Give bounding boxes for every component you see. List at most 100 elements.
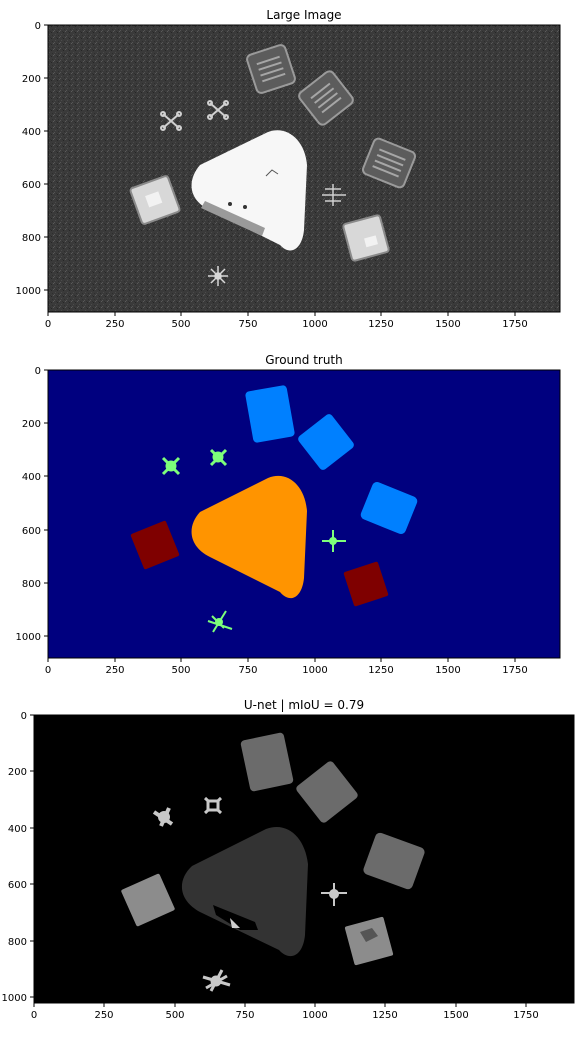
x-axis: 0 250 500 750 1000 1250 1500 1750 (45, 658, 528, 676)
svg-text:600: 600 (8, 880, 27, 891)
svg-text:400: 400 (22, 127, 41, 138)
svg-text:750: 750 (238, 665, 257, 676)
svg-text:250: 250 (105, 319, 124, 330)
y-tick: 600 (8, 880, 34, 891)
y-tick: 400 (8, 824, 34, 835)
y-tick: 0 (35, 366, 48, 377)
x-tick: 750 (238, 312, 258, 330)
x-tick: 1500 (443, 1003, 469, 1021)
ammo-box-mask (360, 481, 418, 535)
x-tick: 0 (45, 312, 51, 330)
y-tick: 400 (22, 127, 48, 138)
svg-text:1750: 1750 (502, 665, 527, 676)
x-tick: 500 (171, 312, 191, 330)
svg-text:600: 600 (22, 180, 41, 191)
drone-pred (321, 883, 347, 906)
case (342, 214, 390, 262)
svg-text:1000: 1000 (16, 632, 41, 643)
panel-title: Large Image (266, 8, 341, 22)
svg-text:500: 500 (171, 665, 190, 676)
drone-pred (202, 969, 231, 992)
svg-text:750: 750 (238, 319, 257, 330)
ammo-box (298, 70, 354, 126)
axes-frame (47, 369, 561, 659)
svg-text:1000: 1000 (2, 993, 27, 1004)
panel-ground-truth: Ground truth (16, 353, 561, 676)
svg-text:1750: 1750 (513, 1010, 538, 1021)
case (129, 175, 181, 225)
drone-mask (322, 530, 346, 552)
x-tick: 1500 (435, 658, 461, 676)
x-tick: 500 (165, 1003, 185, 1021)
svg-text:200: 200 (8, 767, 27, 778)
y-tick: 800 (22, 579, 48, 590)
svg-text:1250: 1250 (368, 665, 393, 676)
y-tick: 200 (22, 74, 48, 85)
x-tick: 1750 (502, 312, 528, 330)
case-mask (130, 520, 180, 570)
drone-mask (207, 610, 233, 633)
ammo-box-pred (240, 732, 294, 792)
drone (322, 184, 346, 206)
panel-unet-prediction: U-net | mIoU = 0.79 (2, 698, 575, 1021)
image-content (48, 370, 560, 658)
svg-text:1250: 1250 (368, 319, 393, 330)
svg-text:600: 600 (22, 526, 41, 537)
case-pred (344, 916, 394, 966)
x-tick: 750 (238, 658, 258, 676)
case-pred (121, 873, 175, 927)
x-tick: 1000 (302, 312, 328, 330)
ammo-box (361, 137, 417, 189)
x-tick: 1750 (502, 658, 528, 676)
svg-text:200: 200 (22, 74, 41, 85)
drone (160, 111, 182, 131)
x-tick: 0 (45, 658, 51, 676)
ammo-box-mask (245, 385, 295, 443)
panel-title: Ground truth (265, 353, 343, 367)
panel-large-image: Large Image (16, 8, 561, 330)
y-tick: 1000 (2, 993, 34, 1004)
svg-text:800: 800 (22, 579, 41, 590)
y-axis: 0 200 400 600 800 1000 (2, 711, 34, 1004)
x-tick: 1250 (372, 1003, 398, 1021)
ammo-box-pred (296, 761, 358, 823)
svg-text:0: 0 (35, 21, 41, 32)
svg-text:500: 500 (171, 319, 190, 330)
svg-text:1250: 1250 (372, 1010, 397, 1021)
svg-text:1000: 1000 (302, 665, 327, 676)
svg-text:250: 250 (105, 665, 124, 676)
case-mask (343, 561, 389, 607)
svg-text:750: 750 (235, 1010, 254, 1021)
y-axis: 0 200 400 600 800 1000 (16, 21, 48, 297)
y-tick: 800 (8, 937, 34, 948)
drone-mask (209, 448, 228, 467)
x-tick: 1000 (302, 658, 328, 676)
x-tick: 1000 (302, 1003, 328, 1021)
drone-pred (152, 807, 174, 827)
svg-text:0: 0 (45, 665, 51, 676)
svg-text:0: 0 (35, 366, 41, 377)
y-tick: 800 (22, 233, 48, 244)
svg-text:0: 0 (31, 1010, 37, 1021)
svg-text:500: 500 (165, 1010, 184, 1021)
svg-text:0: 0 (45, 319, 51, 330)
y-tick: 400 (22, 472, 48, 483)
y-tick: 0 (21, 711, 34, 722)
image-content (48, 25, 560, 312)
y-tick: 200 (22, 419, 48, 430)
y-tick: 1000 (16, 286, 48, 297)
x-tick: 0 (31, 1003, 37, 1021)
x-tick: 1500 (435, 312, 461, 330)
x-axis: 0 250 500 750 1000 1250 1500 1750 (31, 1003, 539, 1021)
x-tick: 750 (235, 1003, 255, 1021)
x-axis: 0 250 500 750 1000 1250 1500 1750 (45, 312, 528, 330)
y-tick: 600 (22, 180, 48, 191)
x-tick: 1250 (368, 658, 394, 676)
svg-text:1000: 1000 (302, 1010, 327, 1021)
drone (207, 100, 229, 120)
triangle-mask (191, 475, 307, 599)
svg-text:250: 250 (94, 1010, 113, 1021)
svg-text:1500: 1500 (435, 319, 460, 330)
y-tick: 1000 (16, 632, 48, 643)
